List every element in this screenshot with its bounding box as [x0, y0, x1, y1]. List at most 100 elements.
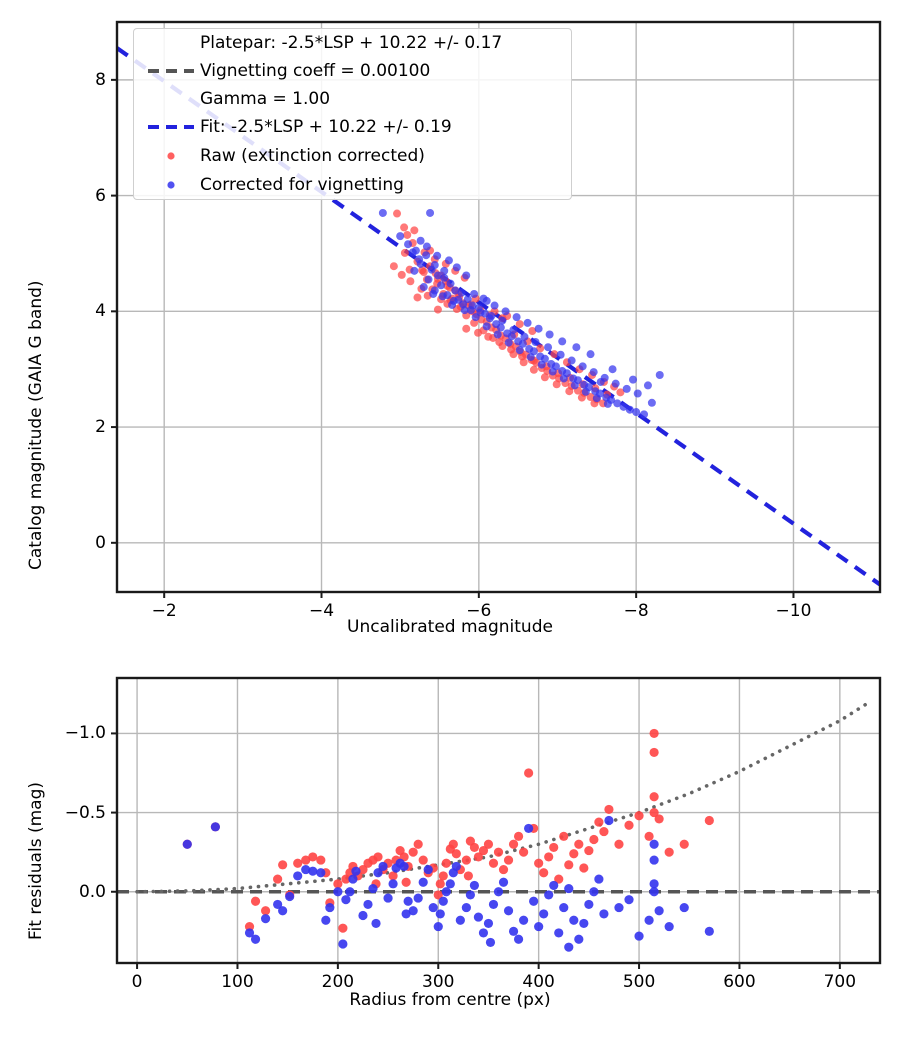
data-point — [592, 394, 601, 403]
data-point — [599, 826, 609, 837]
bottom-x-axis-label: Radius from centre (px) — [349, 990, 551, 1010]
legend-marker — [167, 151, 175, 160]
data-point — [604, 815, 614, 826]
data-point — [611, 379, 620, 388]
data-point — [604, 804, 614, 815]
data-point — [260, 906, 271, 916]
data-point — [378, 208, 387, 217]
data-point — [559, 902, 569, 913]
data-point — [539, 909, 549, 919]
data-point — [437, 281, 446, 290]
data-point — [433, 251, 442, 260]
data-point — [445, 879, 455, 889]
data-point — [333, 887, 343, 897]
data-point — [515, 346, 524, 355]
data-point — [649, 879, 659, 889]
data-point — [316, 868, 326, 878]
data-point — [565, 387, 574, 396]
data-point — [536, 344, 545, 353]
data-point — [634, 931, 644, 941]
data-point — [435, 909, 445, 919]
data-point — [422, 251, 431, 260]
data-point — [664, 921, 674, 932]
data-point — [649, 728, 659, 739]
data-point — [569, 915, 579, 925]
data-point — [589, 834, 599, 845]
data-point — [482, 322, 491, 331]
data-point — [440, 273, 449, 282]
data-point — [556, 350, 565, 359]
data-point — [410, 226, 419, 235]
data-point — [493, 847, 504, 857]
y-tick-label: 6 — [95, 185, 106, 206]
data-point — [408, 906, 418, 916]
data-point — [577, 393, 586, 402]
data-point — [446, 279, 455, 288]
top-x-axis-label: Uncalibrated magnitude — [347, 617, 553, 637]
data-point — [649, 792, 659, 802]
scatter-series-corrected — [378, 208, 664, 419]
legend-entry: Corrected for vignetting — [134, 170, 571, 199]
data-point — [429, 289, 438, 298]
data-point — [493, 330, 502, 339]
data-point — [507, 345, 516, 354]
dashed-blue-line-icon — [142, 121, 200, 133]
data-point — [408, 248, 417, 257]
data-point — [549, 842, 559, 853]
data-point — [578, 362, 587, 371]
data-point — [403, 896, 413, 906]
data-point — [534, 324, 543, 333]
data-point — [426, 208, 435, 217]
data-point — [440, 266, 449, 275]
axes-frame — [115, 20, 882, 594]
data-point — [490, 301, 499, 310]
data-point — [647, 398, 656, 407]
data-point — [524, 823, 534, 834]
data-point — [614, 839, 624, 849]
gridlines — [117, 678, 880, 963]
data-point — [278, 906, 288, 916]
data-point — [244, 928, 255, 938]
data-point — [616, 388, 625, 397]
data-point — [388, 879, 398, 889]
data-point — [401, 909, 411, 919]
data-point — [389, 262, 398, 271]
data-point — [451, 861, 461, 872]
data-point — [649, 807, 659, 818]
data-point — [564, 883, 574, 894]
data-point — [371, 918, 381, 929]
data-point — [308, 866, 318, 876]
data-point — [574, 839, 584, 849]
data-point — [634, 811, 644, 821]
data-point — [400, 223, 409, 232]
data-point — [278, 860, 288, 870]
data-point — [540, 373, 549, 382]
data-point — [438, 292, 447, 301]
data-point — [433, 305, 442, 314]
data-point — [584, 899, 594, 910]
x-tick-label: 400 — [522, 972, 555, 992]
data-point — [594, 874, 604, 884]
data-point — [554, 928, 564, 938]
data-point — [643, 381, 652, 390]
data-point — [383, 893, 393, 903]
data-point — [579, 918, 589, 929]
data-point — [451, 286, 460, 295]
magnitude-calibration-panel: Uncalibrated magnitude Catalog magnitude… — [26, 20, 882, 637]
data-point — [569, 849, 579, 859]
data-point — [513, 831, 524, 841]
data-point — [474, 328, 483, 337]
data-point — [363, 899, 373, 910]
data-point — [539, 868, 549, 878]
data-point — [478, 845, 489, 856]
data-point — [608, 365, 617, 374]
data-point — [548, 367, 557, 376]
data-point — [594, 817, 604, 827]
data-point — [418, 877, 428, 887]
data-point — [579, 863, 589, 873]
data-point — [599, 909, 609, 919]
data-point — [341, 895, 351, 905]
data-point — [260, 914, 271, 924]
data-point — [622, 384, 631, 393]
